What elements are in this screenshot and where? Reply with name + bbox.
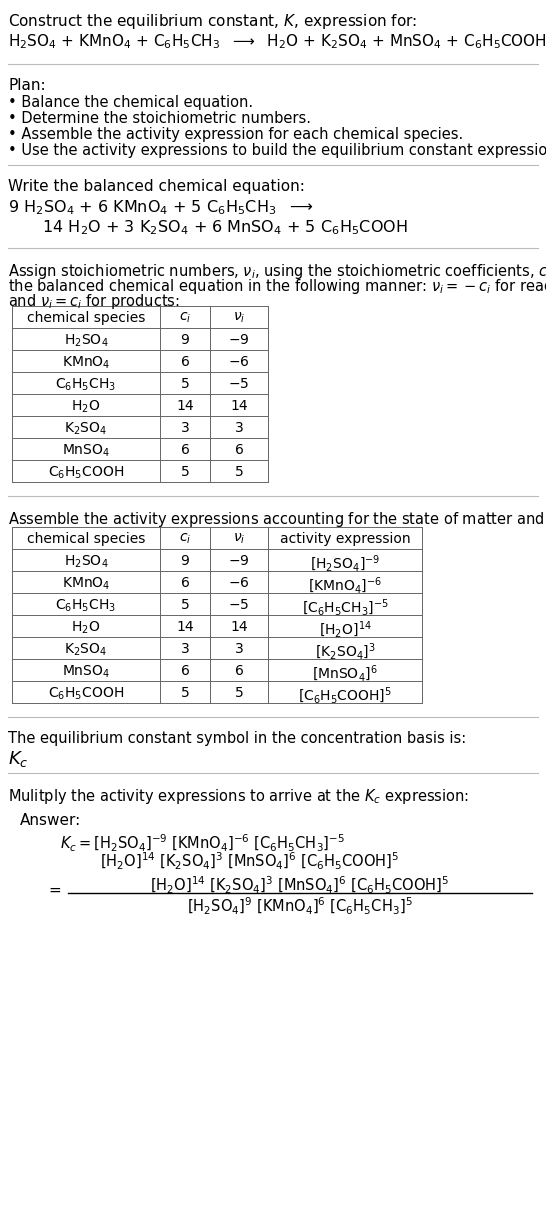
Text: 3: 3 [181,642,189,656]
Text: 6: 6 [181,443,189,457]
Text: Write the balanced chemical equation:: Write the balanced chemical equation: [8,179,305,194]
Text: 3: 3 [235,642,244,656]
Text: 14: 14 [230,399,248,413]
Text: $9\ \mathrm{H_2SO_4}$ + $6\ \mathrm{KMnO_4}$ + $5\ \mathrm{C_6H_5CH_3}$  $\longr: $9\ \mathrm{H_2SO_4}$ + $6\ \mathrm{KMnO… [8,198,313,216]
Text: Plan:: Plan: [8,78,46,94]
Text: 5: 5 [181,598,189,612]
Text: $K_c = [\mathrm{H_2SO_4}]^{-9}\ [\mathrm{KMnO_4}]^{-6}\ [\mathrm{C_6H_5CH_3}]^{-: $K_c = [\mathrm{H_2SO_4}]^{-9}\ [\mathrm… [60,833,345,854]
Text: 5: 5 [235,686,244,700]
Text: $\mathrm{C_6H_5COOH}$: $\mathrm{C_6H_5COOH}$ [48,465,124,481]
Text: • Assemble the activity expression for each chemical species.: • Assemble the activity expression for e… [8,128,463,142]
Text: $-5$: $-5$ [228,377,250,391]
Text: $\mathrm{K_2SO_4}$: $\mathrm{K_2SO_4}$ [64,422,108,437]
Text: $\mathrm{C_6H_5CH_3}$: $\mathrm{C_6H_5CH_3}$ [55,598,117,615]
Text: 5: 5 [181,686,189,700]
Text: • Determine the stoichiometric numbers.: • Determine the stoichiometric numbers. [8,111,311,126]
Text: $[\mathrm{H_2SO_4}]^{-9}$: $[\mathrm{H_2SO_4}]^{-9}$ [310,554,380,575]
Text: 6: 6 [181,665,189,678]
Text: The equilibrium constant symbol in the concentration basis is:: The equilibrium constant symbol in the c… [8,731,466,746]
Text: Mulitply the activity expressions to arrive at the $K_c$ expression:: Mulitply the activity expressions to arr… [8,787,469,806]
Text: $-6$: $-6$ [228,355,250,369]
Text: $\mathrm{MnSO_4}$: $\mathrm{MnSO_4}$ [62,665,110,680]
Text: $\nu_i$: $\nu_i$ [233,532,245,547]
Text: 3: 3 [181,422,189,435]
Text: 14: 14 [230,620,248,634]
Text: 3: 3 [235,422,244,435]
Text: 6: 6 [181,355,189,369]
Text: $c_i$: $c_i$ [179,532,191,547]
Text: $\mathrm{H_2SO_4}$: $\mathrm{H_2SO_4}$ [64,554,108,570]
Text: $\mathrm{H_2SO_4}$ + $\mathrm{KMnO_4}$ + $\mathrm{C_6H_5CH_3}$  $\longrightarrow: $\mathrm{H_2SO_4}$ + $\mathrm{KMnO_4}$ +… [8,32,546,51]
Text: Assign stoichiometric numbers, $\nu_i$, using the stoichiometric coefficients, $: Assign stoichiometric numbers, $\nu_i$, … [8,262,546,281]
Text: $\mathrm{C_6H_5CH_3}$: $\mathrm{C_6H_5CH_3}$ [55,377,117,394]
Text: and $\nu_i = c_i$ for products:: and $\nu_i = c_i$ for products: [8,292,180,311]
Text: 9: 9 [181,333,189,347]
Text: $\nu_i$: $\nu_i$ [233,311,245,326]
Text: $\mathrm{MnSO_4}$: $\mathrm{MnSO_4}$ [62,443,110,459]
Text: $[\mathrm{MnSO_4}]^{6}$: $[\mathrm{MnSO_4}]^{6}$ [312,665,378,684]
Text: $-9$: $-9$ [228,333,250,347]
Text: $[\mathrm{H_2SO_4}]^{9}\ [\mathrm{KMnO_4}]^{6}\ [\mathrm{C_6H_5CH_3}]^{5}$: $[\mathrm{H_2SO_4}]^{9}\ [\mathrm{KMnO_4… [187,895,413,917]
Text: the balanced chemical equation in the following manner: $\nu_i = -c_i$ for react: the balanced chemical equation in the fo… [8,277,546,296]
Text: 6: 6 [235,665,244,678]
Text: 14: 14 [176,620,194,634]
Text: $[\mathrm{K_2SO_4}]^{3}$: $[\mathrm{K_2SO_4}]^{3}$ [314,642,375,662]
Text: Assemble the activity expressions accounting for the state of matter and $\nu_i$: Assemble the activity expressions accoun… [8,510,546,529]
Text: $c_i$: $c_i$ [179,311,191,326]
Text: $[\mathrm{H_2O}]^{14}\ [\mathrm{K_2SO_4}]^{3}\ [\mathrm{MnSO_4}]^{6}\ [\mathrm{C: $[\mathrm{H_2O}]^{14}\ [\mathrm{K_2SO_4}… [100,850,399,872]
Text: $\mathrm{H_2O}$: $\mathrm{H_2O}$ [72,399,100,416]
Text: $[\mathrm{KMnO_4}]^{-6}$: $[\mathrm{KMnO_4}]^{-6}$ [308,576,382,597]
Text: • Use the activity expressions to build the equilibrium constant expression.: • Use the activity expressions to build … [8,143,546,158]
Text: $-9$: $-9$ [228,554,250,567]
Text: $\mathrm{KMnO_4}$: $\mathrm{KMnO_4}$ [62,355,110,372]
Text: $\mathrm{H_2SO_4}$: $\mathrm{H_2SO_4}$ [64,333,108,350]
Text: 5: 5 [235,465,244,479]
Text: $14\ \mathrm{H_2O}$ + $3\ \mathrm{K_2SO_4}$ + $6\ \mathrm{MnSO_4}$ + $5\ \mathrm: $14\ \mathrm{H_2O}$ + $3\ \mathrm{K_2SO_… [22,217,408,237]
Text: 14: 14 [176,399,194,413]
Text: 6: 6 [181,576,189,590]
Text: $K_c$: $K_c$ [8,748,28,769]
Text: $[\mathrm{H_2O}]^{14}$: $[\mathrm{H_2O}]^{14}$ [319,620,371,640]
Text: 9: 9 [181,554,189,567]
Text: chemical species: chemical species [27,532,145,546]
Text: $\mathrm{K_2SO_4}$: $\mathrm{K_2SO_4}$ [64,642,108,659]
Text: $\mathrm{H_2O}$: $\mathrm{H_2O}$ [72,620,100,637]
Text: $\mathrm{KMnO_4}$: $\mathrm{KMnO_4}$ [62,576,110,593]
Text: 6: 6 [235,443,244,457]
Text: $-5$: $-5$ [228,598,250,612]
Text: 5: 5 [181,465,189,479]
Text: chemical species: chemical species [27,311,145,324]
Text: $[\mathrm{H_2O}]^{14}\ [\mathrm{K_2SO_4}]^{3}\ [\mathrm{MnSO_4}]^{6}\ [\mathrm{C: $[\mathrm{H_2O}]^{14}\ [\mathrm{K_2SO_4}… [150,875,450,897]
Text: $=$: $=$ [46,882,62,897]
Text: $[\mathrm{C_6H_5COOH}]^{5}$: $[\mathrm{C_6H_5COOH}]^{5}$ [298,686,392,706]
Text: $[\mathrm{C_6H_5CH_3}]^{-5}$: $[\mathrm{C_6H_5CH_3}]^{-5}$ [301,598,388,618]
Text: $\mathrm{C_6H_5COOH}$: $\mathrm{C_6H_5COOH}$ [48,686,124,702]
Text: 5: 5 [181,377,189,391]
Text: $-6$: $-6$ [228,576,250,590]
Text: Construct the equilibrium constant, $K$, expression for:: Construct the equilibrium constant, $K$,… [8,12,417,32]
Text: • Balance the chemical equation.: • Balance the chemical equation. [8,95,253,111]
Text: Answer:: Answer: [20,813,81,827]
Text: activity expression: activity expression [280,532,410,546]
